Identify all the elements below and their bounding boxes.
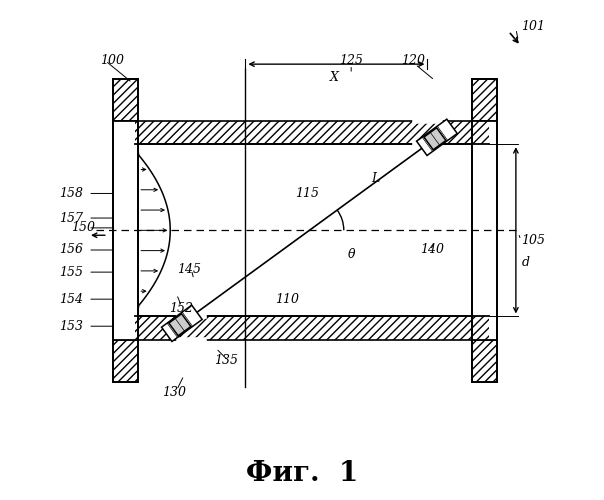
Bar: [135, 316, 489, 340]
Bar: [113, 340, 138, 382]
Bar: [113, 79, 138, 120]
Bar: [472, 340, 497, 382]
Text: 120: 120: [400, 54, 425, 67]
Text: 135: 135: [214, 354, 238, 367]
Bar: [472, 340, 497, 382]
Text: 115: 115: [295, 187, 319, 200]
Text: 125: 125: [339, 54, 363, 67]
Bar: [472, 120, 497, 340]
Polygon shape: [417, 119, 457, 156]
Bar: [113, 340, 138, 382]
Text: 152: 152: [170, 302, 193, 316]
Text: d: d: [522, 256, 530, 269]
Text: 105: 105: [521, 234, 545, 246]
Bar: [113, 79, 138, 120]
Text: 158: 158: [59, 187, 83, 200]
Text: 110: 110: [275, 292, 299, 306]
Text: 140: 140: [420, 244, 445, 256]
Text: L: L: [371, 172, 380, 185]
Text: 130: 130: [162, 386, 186, 399]
Text: 153: 153: [59, 320, 83, 332]
Text: θ: θ: [347, 248, 355, 262]
Bar: [135, 120, 489, 144]
Polygon shape: [161, 305, 202, 342]
Text: 156: 156: [59, 244, 83, 256]
Text: X: X: [330, 72, 338, 85]
Text: 150: 150: [71, 222, 95, 234]
Bar: [472, 79, 497, 120]
Text: 155: 155: [59, 266, 83, 278]
Bar: [135, 316, 489, 340]
Polygon shape: [424, 128, 446, 150]
Text: 101: 101: [521, 20, 545, 33]
Bar: [472, 79, 497, 120]
Text: 145: 145: [177, 263, 201, 276]
Text: 157: 157: [59, 212, 83, 224]
Text: 154: 154: [59, 292, 83, 306]
Polygon shape: [169, 314, 191, 336]
Bar: [135, 120, 489, 144]
Bar: [113, 120, 138, 340]
Text: Фиг.  1: Фиг. 1: [246, 460, 358, 487]
Text: 100: 100: [100, 54, 124, 67]
